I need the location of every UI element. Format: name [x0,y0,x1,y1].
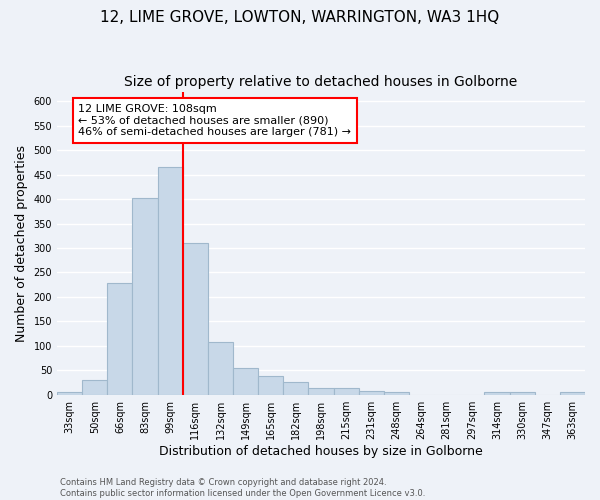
Bar [208,342,233,394]
Bar [509,392,535,394]
Bar [359,391,384,394]
X-axis label: Distribution of detached houses by size in Golborne: Distribution of detached houses by size … [159,444,483,458]
Bar [107,283,133,395]
Y-axis label: Number of detached properties: Number of detached properties [15,144,28,342]
Bar [82,380,107,394]
Text: 12, LIME GROVE, LOWTON, WARRINGTON, WA3 1HQ: 12, LIME GROVE, LOWTON, WARRINGTON, WA3 … [100,10,500,25]
Bar [283,382,308,394]
Bar [57,392,82,394]
Title: Size of property relative to detached houses in Golborne: Size of property relative to detached ho… [124,75,518,89]
Bar [133,198,158,394]
Bar [258,376,283,394]
Bar [158,168,183,394]
Bar [183,243,208,394]
Bar [560,392,585,394]
Bar [484,392,509,394]
Text: 12 LIME GROVE: 108sqm
← 53% of detached houses are smaller (890)
46% of semi-det: 12 LIME GROVE: 108sqm ← 53% of detached … [79,104,352,137]
Text: Contains HM Land Registry data © Crown copyright and database right 2024.
Contai: Contains HM Land Registry data © Crown c… [60,478,425,498]
Bar [384,392,409,394]
Bar [334,388,359,394]
Bar [233,368,258,394]
Bar [308,388,334,394]
